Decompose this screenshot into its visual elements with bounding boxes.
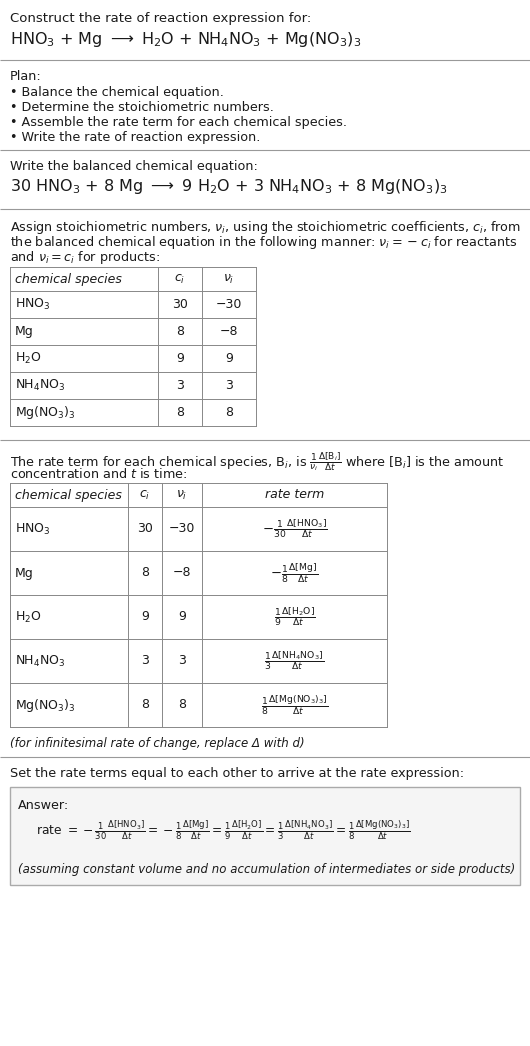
- Text: 3: 3: [225, 379, 233, 392]
- Text: −8: −8: [173, 567, 191, 579]
- Text: −30: −30: [169, 523, 195, 536]
- Text: $c_i$: $c_i$: [139, 488, 151, 501]
- Text: concentration and $t$ is time:: concentration and $t$ is time:: [10, 467, 188, 481]
- Text: Construct the rate of reaction expression for:: Construct the rate of reaction expressio…: [10, 12, 311, 25]
- Text: • Determine the stoichiometric numbers.: • Determine the stoichiometric numbers.: [10, 101, 274, 114]
- Text: the balanced chemical equation in the following manner: $\nu_i = -c_i$ for react: the balanced chemical equation in the fo…: [10, 234, 517, 251]
- Text: 3: 3: [141, 655, 149, 667]
- Text: $\frac{1}{3}\frac{\Delta[\mathrm{NH_4NO_3}]}{\Delta t}$: $\frac{1}{3}\frac{\Delta[\mathrm{NH_4NO_…: [264, 650, 324, 673]
- Text: 30 HNO$_3$ + 8 Mg $\longrightarrow$ 9 H$_2$O + 3 NH$_4$NO$_3$ + 8 Mg(NO$_3$)$_3$: 30 HNO$_3$ + 8 Mg $\longrightarrow$ 9 H$…: [10, 177, 448, 196]
- Text: Mg(NO$_3$)$_3$: Mg(NO$_3$)$_3$: [15, 697, 76, 713]
- Text: The rate term for each chemical species, B$_i$, is $\frac{1}{\nu_i}\frac{\Delta[: The rate term for each chemical species,…: [10, 450, 505, 473]
- Text: Mg(NO$_3$)$_3$: Mg(NO$_3$)$_3$: [15, 404, 76, 420]
- Text: Plan:: Plan:: [10, 70, 42, 83]
- Text: chemical species: chemical species: [15, 488, 122, 501]
- Text: −30: −30: [216, 298, 242, 311]
- Text: rate $= -\frac{1}{30}\frac{\Delta[\mathrm{HNO_3}]}{\Delta t} = -\frac{1}{8}\frac: rate $= -\frac{1}{30}\frac{\Delta[\mathr…: [36, 819, 411, 842]
- Text: 8: 8: [225, 406, 233, 419]
- Text: chemical species: chemical species: [15, 273, 122, 286]
- Text: $\nu_i$: $\nu_i$: [176, 488, 188, 501]
- FancyBboxPatch shape: [10, 787, 520, 885]
- Text: rate term: rate term: [265, 488, 324, 501]
- Text: HNO$_3$: HNO$_3$: [15, 522, 50, 537]
- Text: H$_2$O: H$_2$O: [15, 610, 41, 624]
- Text: • Assemble the rate term for each chemical species.: • Assemble the rate term for each chemic…: [10, 116, 347, 129]
- Text: $\frac{1}{9}\frac{\Delta[\mathrm{H_2O}]}{\Delta t}$: $\frac{1}{9}\frac{\Delta[\mathrm{H_2O}]}…: [273, 606, 315, 629]
- Text: 8: 8: [176, 325, 184, 338]
- Text: 9: 9: [178, 611, 186, 623]
- Text: 8: 8: [178, 699, 186, 711]
- Text: 30: 30: [172, 298, 188, 311]
- Text: NH$_4$NO$_3$: NH$_4$NO$_3$: [15, 378, 66, 393]
- Text: 3: 3: [176, 379, 184, 392]
- Text: $c_i$: $c_i$: [174, 272, 186, 286]
- Text: 8: 8: [176, 406, 184, 419]
- Text: Mg: Mg: [15, 567, 34, 579]
- Text: 9: 9: [225, 353, 233, 365]
- Text: Mg: Mg: [15, 325, 34, 338]
- Text: 30: 30: [137, 523, 153, 536]
- Text: • Write the rate of reaction expression.: • Write the rate of reaction expression.: [10, 131, 260, 144]
- Text: $-\frac{1}{8}\frac{\Delta[\mathrm{Mg}]}{\Delta t}$: $-\frac{1}{8}\frac{\Delta[\mathrm{Mg}]}{…: [270, 562, 319, 585]
- Text: HNO$_3$: HNO$_3$: [15, 297, 50, 312]
- Text: $\frac{1}{8}\frac{\Delta[\mathrm{Mg(NO_3)_3}]}{\Delta t}$: $\frac{1}{8}\frac{\Delta[\mathrm{Mg(NO_3…: [261, 693, 328, 717]
- Text: 3: 3: [178, 655, 186, 667]
- Text: (assuming constant volume and no accumulation of intermediates or side products): (assuming constant volume and no accumul…: [18, 863, 515, 876]
- Text: Assign stoichiometric numbers, $\nu_i$, using the stoichiometric coefficients, $: Assign stoichiometric numbers, $\nu_i$, …: [10, 219, 521, 236]
- Text: −8: −8: [220, 325, 238, 338]
- Text: (for infinitesimal rate of change, replace Δ with d): (for infinitesimal rate of change, repla…: [10, 737, 305, 750]
- Text: Set the rate terms equal to each other to arrive at the rate expression:: Set the rate terms equal to each other t…: [10, 767, 464, 780]
- Text: $-\frac{1}{30}\frac{\Delta[\mathrm{HNO_3}]}{\Delta t}$: $-\frac{1}{30}\frac{\Delta[\mathrm{HNO_3…: [262, 518, 328, 541]
- Text: and $\nu_i = c_i$ for products:: and $\nu_i = c_i$ for products:: [10, 249, 160, 266]
- Text: HNO$_3$ + Mg $\longrightarrow$ H$_2$O + NH$_4$NO$_3$ + Mg(NO$_3$)$_3$: HNO$_3$ + Mg $\longrightarrow$ H$_2$O + …: [10, 30, 361, 49]
- Text: 9: 9: [141, 611, 149, 623]
- Text: 8: 8: [141, 699, 149, 711]
- Text: Write the balanced chemical equation:: Write the balanced chemical equation:: [10, 160, 258, 173]
- Text: Answer:: Answer:: [18, 799, 69, 812]
- Text: • Balance the chemical equation.: • Balance the chemical equation.: [10, 86, 224, 99]
- Text: $\nu_i$: $\nu_i$: [223, 272, 235, 286]
- Text: 8: 8: [141, 567, 149, 579]
- Text: 9: 9: [176, 353, 184, 365]
- Text: H$_2$O: H$_2$O: [15, 351, 41, 366]
- Text: NH$_4$NO$_3$: NH$_4$NO$_3$: [15, 654, 66, 668]
